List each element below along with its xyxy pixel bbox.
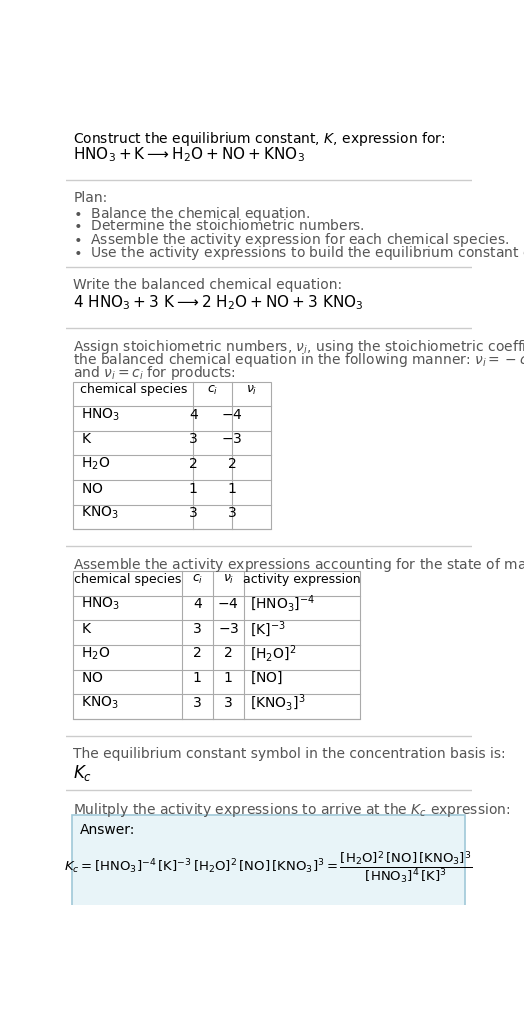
Text: $\nu_i$: $\nu_i$ <box>223 573 234 586</box>
Text: chemical species: chemical species <box>80 383 187 397</box>
Text: Assign stoichiometric numbers, $\nu_i$, using the stoichiometric coefficients, $: Assign stoichiometric numbers, $\nu_i$, … <box>73 338 524 356</box>
Text: $K_c = [\mathrm{HNO_3}]^{-4}\,[\mathrm{K}]^{-3}\,[\mathrm{H_2O}]^{2}\,[\mathrm{N: $K_c = [\mathrm{HNO_3}]^{-4}\,[\mathrm{K… <box>64 849 473 886</box>
Text: 1: 1 <box>228 482 236 495</box>
Text: 3: 3 <box>193 621 202 636</box>
Text: $\bullet$  Balance the chemical equation.: $\bullet$ Balance the chemical equation. <box>73 205 311 223</box>
Text: $\bullet$  Use the activity expressions to build the equilibrium constant expres: $\bullet$ Use the activity expressions t… <box>73 244 524 262</box>
Text: $\mathrm{K}$: $\mathrm{K}$ <box>81 621 92 636</box>
Text: $[\mathrm{HNO_3}]^{-4}$: $[\mathrm{HNO_3}]^{-4}$ <box>250 594 315 614</box>
Bar <box>73 571 360 719</box>
Text: 2: 2 <box>228 457 236 471</box>
Text: 3: 3 <box>193 696 202 710</box>
Text: 2: 2 <box>193 647 202 660</box>
Text: $\mathrm{H_2O}$: $\mathrm{H_2O}$ <box>81 645 110 661</box>
Text: $[\mathrm{H_2O}]^{2}$: $[\mathrm{H_2O}]^{2}$ <box>250 643 296 663</box>
Text: Assemble the activity expressions accounting for the state of matter and $\nu_i$: Assemble the activity expressions accoun… <box>73 555 524 574</box>
Text: $\mathrm{HNO_3}$: $\mathrm{HNO_3}$ <box>81 407 120 423</box>
Text: 2: 2 <box>224 647 233 660</box>
Text: $c_i$: $c_i$ <box>192 573 203 586</box>
Text: 3: 3 <box>189 432 198 446</box>
Bar <box>72 815 465 906</box>
Text: $-3$: $-3$ <box>222 432 243 446</box>
Text: $4\ \mathrm{HNO_3} + 3\ \mathrm{K} \longrightarrow 2\ \mathrm{H_2O} + \mathrm{NO: $4\ \mathrm{HNO_3} + 3\ \mathrm{K} \long… <box>73 294 364 312</box>
Text: 1: 1 <box>193 671 202 685</box>
Text: The equilibrium constant symbol in the concentration basis is:: The equilibrium constant symbol in the c… <box>73 746 506 761</box>
Text: 4: 4 <box>193 597 202 611</box>
Text: 3: 3 <box>228 506 236 521</box>
Text: $\mathrm{K}$: $\mathrm{K}$ <box>81 432 92 446</box>
Text: and $\nu_i = c_i$ for products:: and $\nu_i = c_i$ for products: <box>73 364 236 381</box>
Text: 3: 3 <box>224 696 233 710</box>
Text: $[\mathrm{NO}]$: $[\mathrm{NO}]$ <box>250 670 283 686</box>
Text: $\bullet$  Assemble the activity expression for each chemical species.: $\bullet$ Assemble the activity expressi… <box>73 232 510 249</box>
Text: 4: 4 <box>189 408 198 422</box>
Text: $-4$: $-4$ <box>217 597 239 611</box>
Text: $\bullet$  Determine the stoichiometric numbers.: $\bullet$ Determine the stoichiometric n… <box>73 219 365 233</box>
Text: $-3$: $-3$ <box>217 621 239 636</box>
Text: $\mathrm{HNO_3 + K \longrightarrow H_2O + NO + KNO_3}$: $\mathrm{HNO_3 + K \longrightarrow H_2O … <box>73 145 305 164</box>
Bar <box>73 381 271 530</box>
Text: chemical species: chemical species <box>74 573 181 586</box>
Text: $\mathrm{KNO_3}$: $\mathrm{KNO_3}$ <box>81 695 119 711</box>
Text: the balanced chemical equation in the following manner: $\nu_i = -c_i$ for react: the balanced chemical equation in the fo… <box>73 351 524 369</box>
Text: Mulitply the activity expressions to arrive at the $K_c$ expression:: Mulitply the activity expressions to arr… <box>73 801 511 819</box>
Text: $c_i$: $c_i$ <box>207 383 219 397</box>
Text: Construct the equilibrium constant, $K$, expression for:: Construct the equilibrium constant, $K$,… <box>73 130 446 147</box>
Text: $\mathrm{NO}$: $\mathrm{NO}$ <box>81 482 104 495</box>
Text: 1: 1 <box>189 482 198 495</box>
Text: 2: 2 <box>189 457 198 471</box>
Text: $\mathrm{HNO_3}$: $\mathrm{HNO_3}$ <box>81 596 120 612</box>
Text: $K_c$: $K_c$ <box>73 764 92 783</box>
Text: Answer:: Answer: <box>80 823 135 837</box>
Text: $\mathrm{NO}$: $\mathrm{NO}$ <box>81 671 104 685</box>
Text: 3: 3 <box>189 506 198 521</box>
Text: Write the balanced chemical equation:: Write the balanced chemical equation: <box>73 279 342 292</box>
Text: $[\mathrm{KNO_3}]^{3}$: $[\mathrm{KNO_3}]^{3}$ <box>250 693 305 713</box>
Text: 1: 1 <box>224 671 233 685</box>
Text: $\mathrm{KNO_3}$: $\mathrm{KNO_3}$ <box>81 505 119 522</box>
Text: $[\mathrm{K}]^{-3}$: $[\mathrm{K}]^{-3}$ <box>250 618 286 639</box>
Text: Plan:: Plan: <box>73 191 107 205</box>
Text: $-4$: $-4$ <box>221 408 243 422</box>
Text: activity expression: activity expression <box>243 573 361 586</box>
Text: $\nu_i$: $\nu_i$ <box>246 383 257 397</box>
Text: $\mathrm{H_2O}$: $\mathrm{H_2O}$ <box>81 456 110 472</box>
